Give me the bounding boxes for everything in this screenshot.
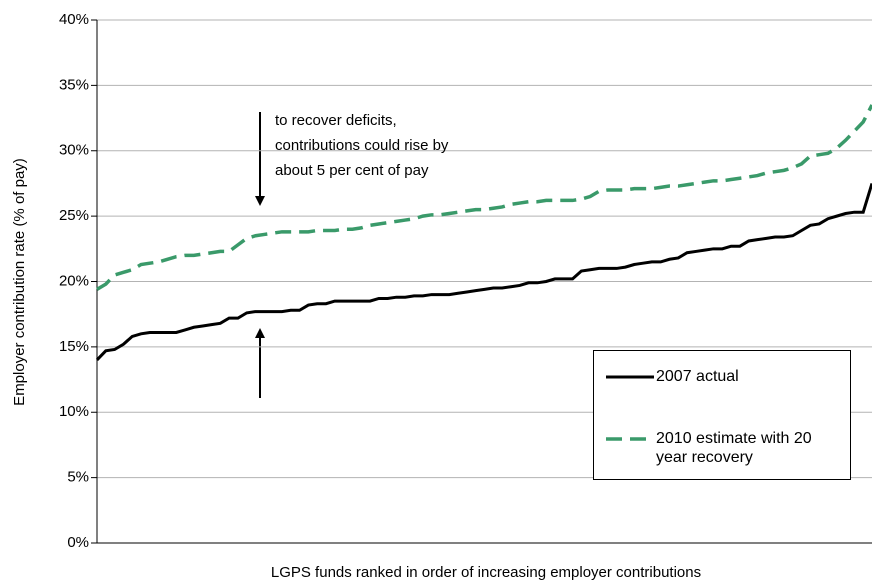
series-line [96, 104, 872, 291]
legend: 2007 actual 2010 estimate with 20 year re… [593, 350, 851, 480]
arrowhead [255, 196, 265, 206]
y-tick-label: 40% [59, 11, 89, 28]
y-axis-label: Employer contribution rate (% of pay) [11, 158, 28, 406]
annotation: to recover deficits, [275, 112, 397, 129]
annotation: about 5 per cent of pay [275, 162, 429, 179]
y-tick-label: 0% [67, 534, 89, 551]
series-line [95, 182, 872, 361]
y-tick-label: 5% [67, 469, 89, 486]
x-axis-label: LGPS funds ranked in order of increasing… [271, 564, 701, 581]
arrowhead [255, 328, 265, 338]
y-tick-label: 10% [59, 403, 89, 420]
y-tick-label: 35% [59, 76, 89, 93]
y-tick-label: 25% [59, 207, 89, 224]
legend-label: 2007 actual [656, 368, 739, 385]
legend-swatches [606, 375, 654, 441]
y-tick-label: 30% [59, 142, 89, 159]
annotation: contributions could rise by [275, 137, 449, 154]
y-tick-label: 20% [59, 272, 89, 289]
legend-label: 2010 estimate with 20 year recovery [656, 430, 812, 466]
y-tick-label: 15% [59, 338, 89, 355]
